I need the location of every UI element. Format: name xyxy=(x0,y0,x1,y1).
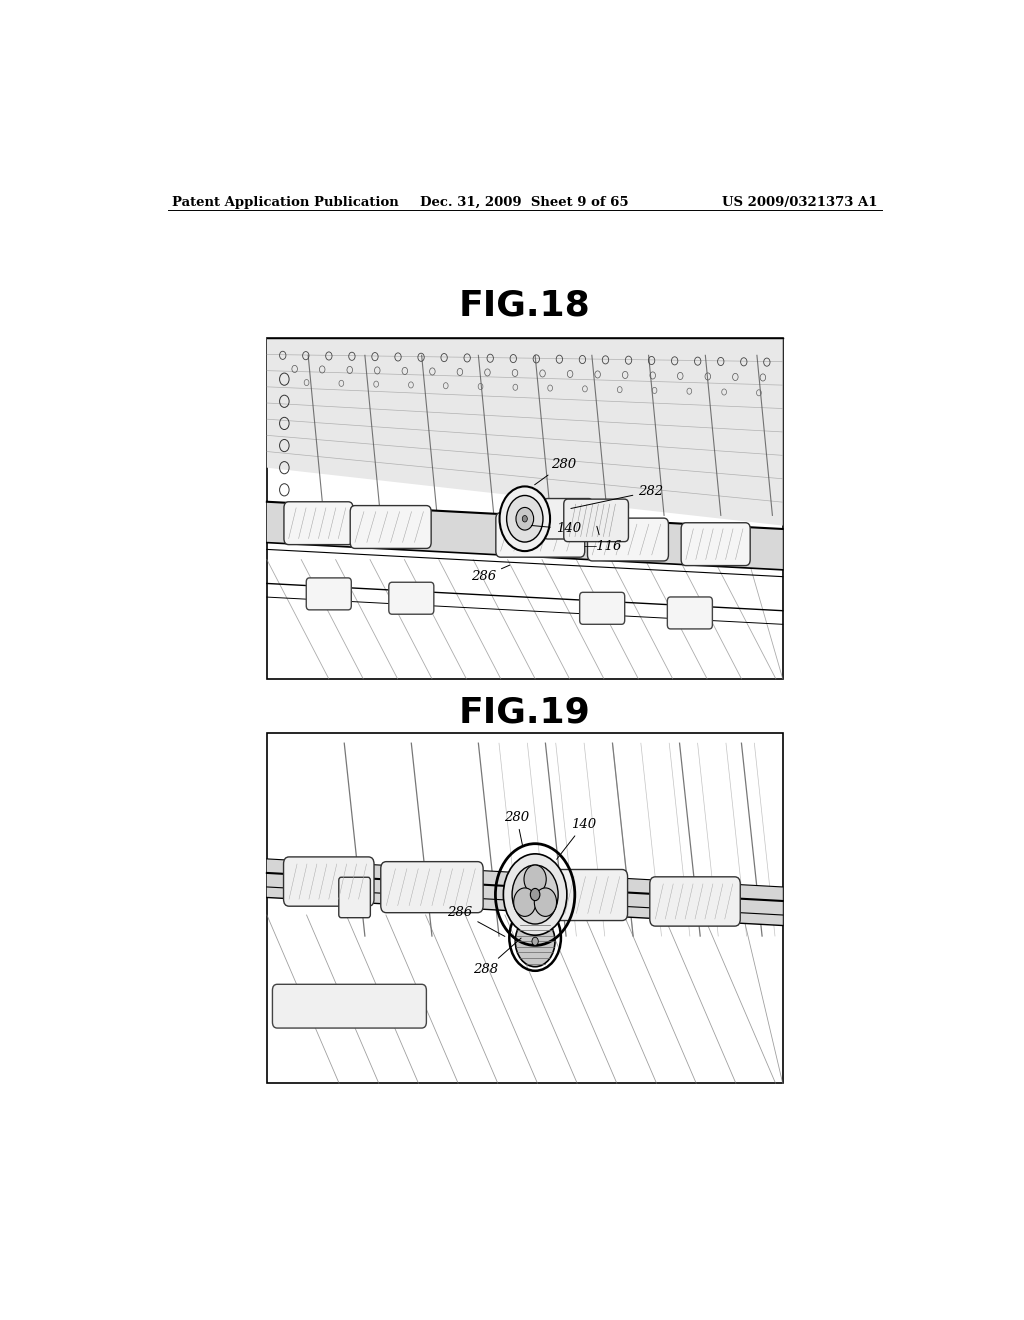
FancyBboxPatch shape xyxy=(272,985,426,1028)
Circle shape xyxy=(531,937,539,945)
FancyBboxPatch shape xyxy=(545,499,592,539)
Text: 286: 286 xyxy=(471,565,510,583)
FancyBboxPatch shape xyxy=(668,597,713,628)
Text: FIG.18: FIG.18 xyxy=(459,289,591,323)
FancyBboxPatch shape xyxy=(389,582,434,614)
FancyBboxPatch shape xyxy=(650,876,740,927)
Polygon shape xyxy=(267,859,782,925)
Text: US 2009/0321373 A1: US 2009/0321373 A1 xyxy=(723,195,878,209)
Text: 288: 288 xyxy=(473,939,521,975)
Text: 280: 280 xyxy=(535,458,575,484)
Text: FIG.19: FIG.19 xyxy=(459,696,591,730)
FancyBboxPatch shape xyxy=(381,862,483,912)
Circle shape xyxy=(515,916,555,966)
Circle shape xyxy=(507,495,543,543)
FancyBboxPatch shape xyxy=(350,506,431,548)
FancyBboxPatch shape xyxy=(496,512,585,557)
Circle shape xyxy=(530,888,540,900)
Circle shape xyxy=(535,888,557,916)
Circle shape xyxy=(516,507,534,531)
FancyBboxPatch shape xyxy=(306,578,351,610)
Bar xyxy=(267,338,782,678)
FancyBboxPatch shape xyxy=(588,519,669,561)
FancyBboxPatch shape xyxy=(284,502,353,545)
Bar xyxy=(267,733,782,1084)
Polygon shape xyxy=(267,502,782,570)
Circle shape xyxy=(504,854,567,935)
Text: 286: 286 xyxy=(447,906,505,936)
Text: 140: 140 xyxy=(557,818,596,859)
Circle shape xyxy=(522,516,527,521)
Text: 280: 280 xyxy=(504,810,529,846)
Text: —116: —116 xyxy=(584,527,622,553)
Circle shape xyxy=(514,888,536,916)
Circle shape xyxy=(512,865,558,924)
FancyBboxPatch shape xyxy=(284,857,374,907)
Text: 282: 282 xyxy=(571,484,664,508)
FancyBboxPatch shape xyxy=(525,870,628,920)
FancyBboxPatch shape xyxy=(681,523,751,565)
Circle shape xyxy=(524,865,546,894)
Text: 140: 140 xyxy=(531,523,581,536)
Text: Dec. 31, 2009  Sheet 9 of 65: Dec. 31, 2009 Sheet 9 of 65 xyxy=(421,195,629,209)
Polygon shape xyxy=(267,338,782,525)
FancyBboxPatch shape xyxy=(339,878,371,917)
FancyBboxPatch shape xyxy=(564,499,629,541)
Circle shape xyxy=(500,486,550,552)
FancyBboxPatch shape xyxy=(580,593,625,624)
Text: Patent Application Publication: Patent Application Publication xyxy=(172,195,398,209)
